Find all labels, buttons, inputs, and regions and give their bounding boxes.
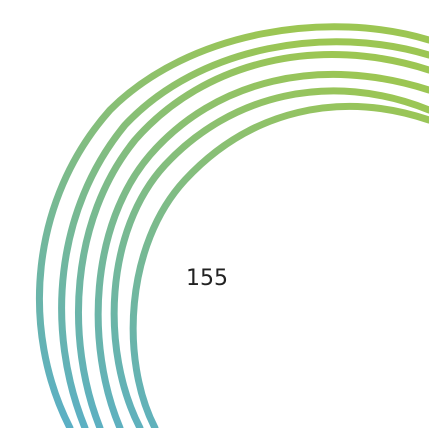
arc-5 [110, 87, 429, 428]
arc-6 [129, 103, 429, 428]
arc-1 [36, 23, 429, 428]
arc-4 [94, 71, 429, 428]
page-number: 155 [186, 266, 228, 291]
arc-2 [58, 38, 429, 428]
arc-3 [74, 51, 429, 428]
